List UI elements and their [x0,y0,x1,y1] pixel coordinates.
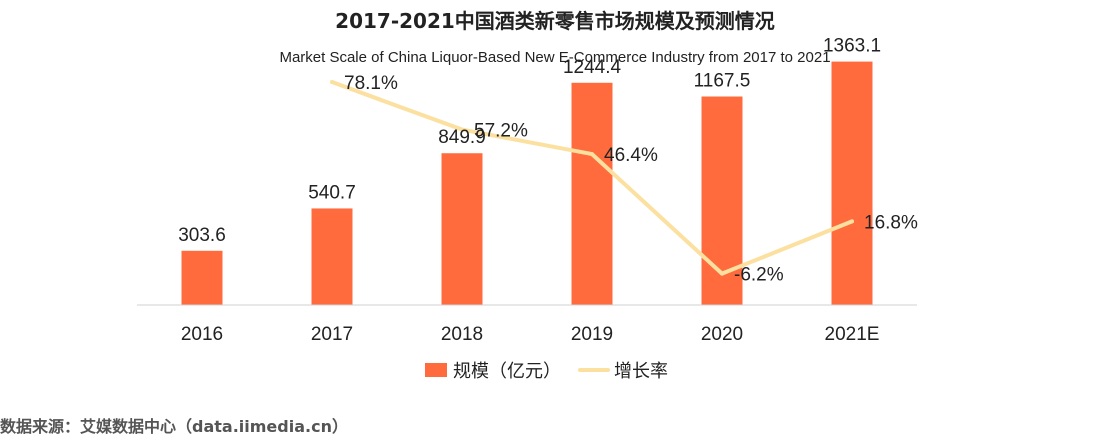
bar-2017 [311,208,353,305]
bar-value-label-2021E: 1363.1 [823,36,881,57]
growth-rate-point-2020 [720,271,724,276]
bar-value-label-2019: 1244.4 [563,57,622,78]
bar-value-label-2017: 540.7 [308,182,356,203]
x-tick-label-2021E: 2021E [825,324,880,345]
x-tick-label-2016: 2016 [181,324,223,345]
growth-rate-point-2018 [460,127,464,132]
legend-line-label: 增长率 [614,361,668,382]
growth-rate-label-2021E: 16.8% [864,212,918,233]
x-tick-label-2017: 2017 [311,324,353,345]
x-tick-label-2019: 2019 [571,324,613,345]
x-tick-label-2018: 2018 [441,324,483,345]
bar-value-label-2016: 303.6 [178,225,226,246]
source-note: 数据来源：艾媒数据中心（data.iimedia.cn） [0,417,348,436]
chart-title: 2017-2021中国酒类新零售市场规模及预测情况 [335,9,775,33]
growth-rate-label-2020: -6.2% [734,265,784,286]
legend: 规模（亿元） 增长率 [425,361,668,382]
bar-series [181,61,873,306]
growth-rate-label-2019: 46.4% [604,145,658,166]
x-axis-ticks: 2016 2017 2018 2019 2020 2021E [181,324,880,345]
data-labels: 303.6 540.7 849.9 1244.4 1167.5 1363.1 [178,36,881,246]
legend-bar-label: 规模（亿元） [453,361,561,382]
bar-2018 [441,153,483,305]
chart-subtitle: Market Scale of China Liquor-Based New E… [279,49,830,66]
bar-2019 [571,82,613,306]
bar-value-label-2020: 1167.5 [694,71,751,92]
bar-value-label-2018: 849.9 [438,127,486,148]
bar-2016 [181,250,223,305]
x-tick-label-2020: 2020 [701,324,743,345]
growth-rate-point-2017 [330,80,334,85]
growth-rate-point-2019 [590,152,594,157]
growth-rate-label-2018: 57.2% [474,121,528,142]
legend-bar-swatch [425,363,447,377]
growth-rate-label-2017: 78.1% [344,73,398,94]
bar-2021E [831,61,873,305]
growth-rate-point-2021E [850,219,854,224]
growth-rate-series: 78.1% 57.2% 46.4% -6.2% 16.8% [330,73,918,286]
